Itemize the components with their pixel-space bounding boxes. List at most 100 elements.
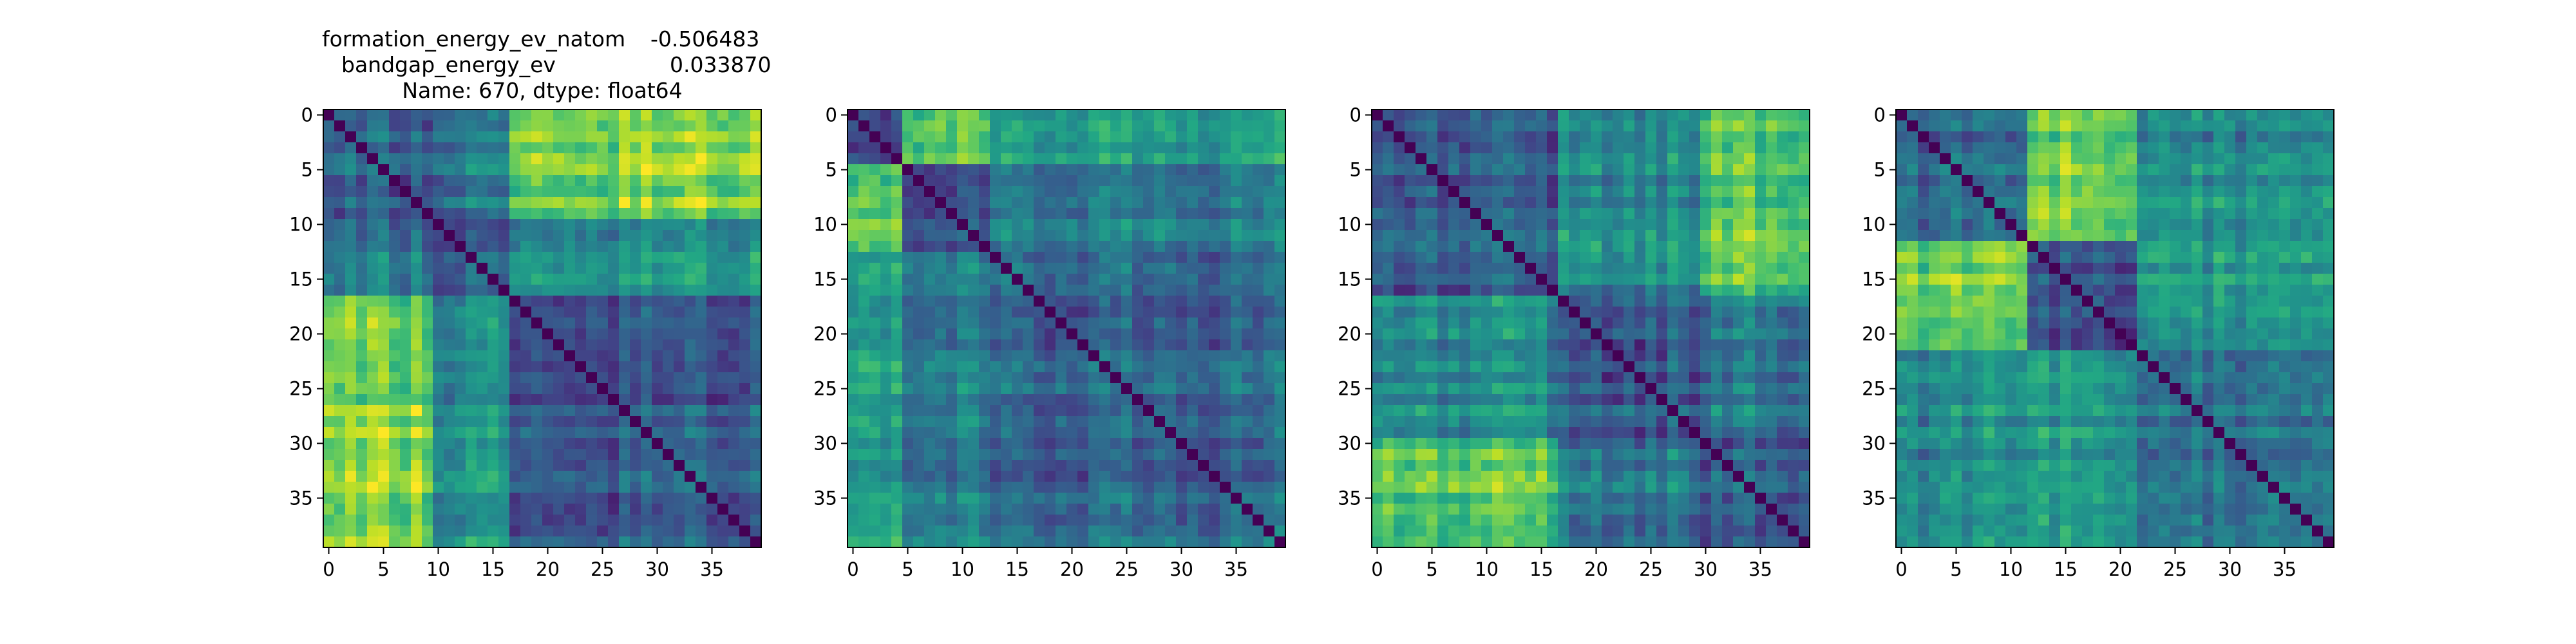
heatmap-cell xyxy=(706,197,718,209)
heatmap-cell xyxy=(1525,263,1537,274)
heatmap-cell xyxy=(1470,241,1482,252)
heatmap-cell xyxy=(1437,361,1449,373)
heatmap-cell xyxy=(869,394,881,406)
heatmap-cell xyxy=(1372,317,1383,329)
heatmap-cell xyxy=(902,449,914,460)
heatmap-cell xyxy=(1426,372,1438,384)
heatmap-cell xyxy=(990,427,1001,439)
heatmap-cell xyxy=(1503,361,1515,373)
heatmap-cell xyxy=(1023,515,1034,526)
heatmap-cell xyxy=(880,131,892,143)
heatmap-cell xyxy=(356,504,368,515)
heatmap-cell xyxy=(1066,526,1078,537)
heatmap-cell xyxy=(433,241,444,252)
heatmap-cell xyxy=(1143,328,1155,340)
heatmap-cell xyxy=(990,230,1001,242)
heatmap-cell xyxy=(1110,317,1122,329)
heatmap-cell xyxy=(1547,383,1558,395)
heatmap-cell xyxy=(367,449,379,460)
heatmap-cell xyxy=(586,328,598,340)
heatmap-cell xyxy=(1034,361,1045,373)
heatmap-cell xyxy=(2301,120,2313,132)
heatmap-cell xyxy=(1547,339,1558,351)
heatmap-cell xyxy=(619,252,630,263)
heatmap-cell xyxy=(1459,416,1471,428)
heatmap-cell xyxy=(619,317,630,329)
heatmap-cell xyxy=(1525,274,1537,285)
heatmap-cell xyxy=(1613,164,1624,176)
heatmap-cell xyxy=(652,153,663,165)
heatmap-cell xyxy=(1253,526,1264,537)
heatmap-cell xyxy=(1176,394,1188,406)
heatmap-cell xyxy=(1372,361,1383,373)
heatmap-cell xyxy=(1678,460,1690,471)
heatmap-cell xyxy=(1209,153,1220,165)
heatmap-cell xyxy=(444,252,455,263)
heatmap-cell xyxy=(1132,109,1144,121)
heatmap-cell xyxy=(1154,449,1166,460)
heatmap-cell xyxy=(619,197,630,209)
heatmap-cell xyxy=(1405,449,1416,460)
heatmap-cell xyxy=(1514,405,1526,417)
heatmap-cell xyxy=(455,405,466,417)
heatmap-cell xyxy=(477,241,488,252)
heatmap-cell xyxy=(597,427,609,439)
heatmap-cell xyxy=(1405,131,1416,143)
heatmap-cell xyxy=(1580,120,1591,132)
heatmap-cell xyxy=(1656,263,1668,274)
heatmap-cell xyxy=(466,493,477,504)
heatmap-cell xyxy=(411,197,422,209)
x-tick-label: 30 xyxy=(1170,558,1193,580)
heatmap-cell xyxy=(1744,526,1756,537)
heatmap-cell xyxy=(411,131,422,143)
heatmap-cell xyxy=(696,241,707,252)
heatmap-cell xyxy=(1624,274,1635,285)
heatmap-cell xyxy=(356,208,368,220)
heatmap-cell xyxy=(323,449,335,460)
heatmap-cell xyxy=(1154,372,1166,384)
heatmap-cell xyxy=(509,372,521,384)
heatmap-cell xyxy=(935,317,947,329)
heatmap-cell xyxy=(1416,460,1427,471)
heatmap-cell xyxy=(1580,296,1591,307)
heatmap-cell xyxy=(1514,274,1526,285)
heatmap-cell xyxy=(564,526,576,537)
heatmap-cell xyxy=(957,405,969,417)
heatmap-cell xyxy=(1525,197,1537,209)
heatmap-cell xyxy=(1426,383,1438,395)
heatmap-cell xyxy=(1077,164,1089,176)
heatmap-cell xyxy=(739,394,751,406)
heatmap-cell xyxy=(1231,350,1242,362)
heatmap-cell xyxy=(1777,328,1788,340)
heatmap-cell xyxy=(422,427,433,439)
heatmap-cell xyxy=(1372,131,1383,143)
heatmap-cell xyxy=(1099,197,1111,209)
heatmap-cell xyxy=(663,427,674,439)
heatmap-cell xyxy=(663,449,674,460)
heatmap-cell xyxy=(1700,197,1712,209)
heatmap-cell xyxy=(1536,175,1548,187)
heatmap-cell xyxy=(422,449,433,460)
heatmap-cell xyxy=(1198,427,1209,439)
heatmap-cell xyxy=(433,252,444,263)
heatmap-cell xyxy=(990,372,1001,384)
heatmap-cell xyxy=(498,493,510,504)
heatmap-cell xyxy=(1253,230,1264,242)
heatmap-cell xyxy=(345,449,357,460)
heatmap-cell xyxy=(1220,317,1231,329)
heatmap-cell xyxy=(1383,339,1394,351)
heatmap-cell xyxy=(1220,219,1231,231)
heatmap-cell xyxy=(1613,536,1624,548)
heatmap-cell xyxy=(2181,120,2192,132)
heatmap-cell xyxy=(1099,350,1111,362)
heatmap-cell xyxy=(1187,307,1198,318)
heatmap-cell xyxy=(608,471,620,482)
heatmap-cell xyxy=(1700,493,1712,504)
heatmap-cell xyxy=(488,263,499,274)
heatmap-cell xyxy=(1733,405,1745,417)
heatmap-cell xyxy=(1492,274,1504,285)
heatmap-cell xyxy=(935,131,947,143)
heatmap-cell xyxy=(630,449,641,460)
heatmap-cell xyxy=(1448,493,1460,504)
heatmap-cell xyxy=(1121,482,1133,493)
